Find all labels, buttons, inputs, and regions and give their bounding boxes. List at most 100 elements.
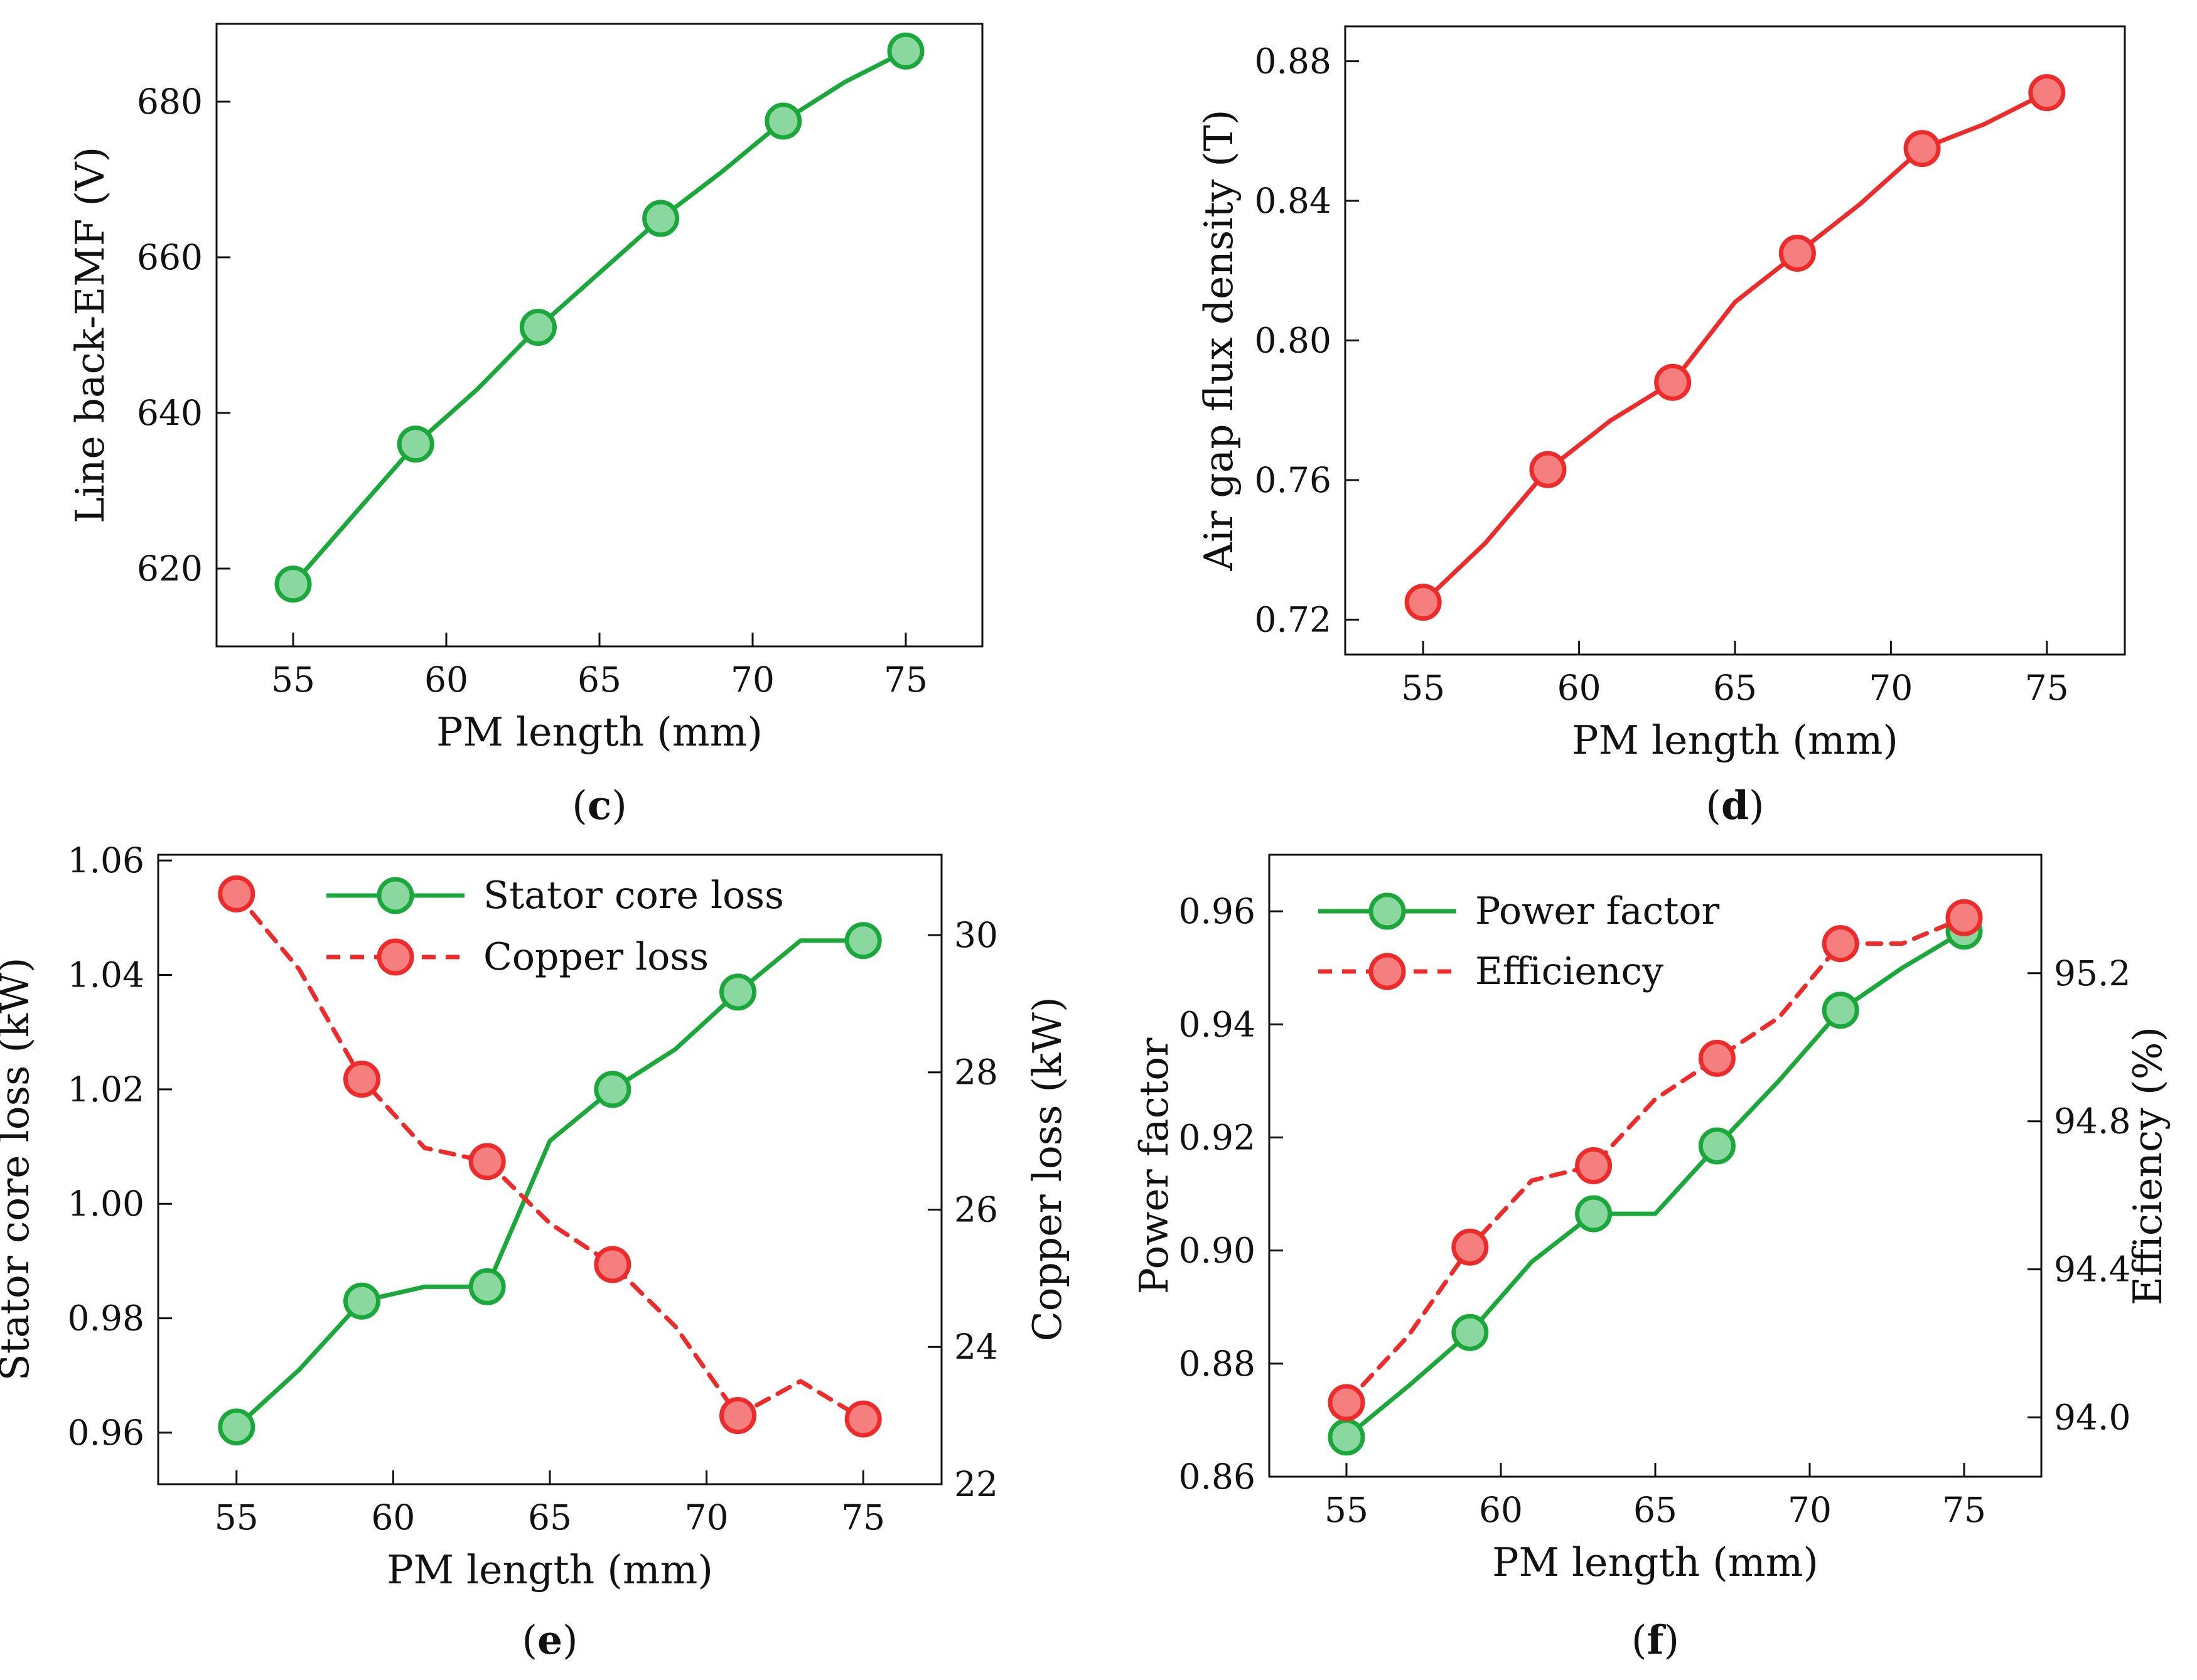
y-tick-label: 0.90 xyxy=(1179,1231,1255,1271)
x-tick-label: 70 xyxy=(685,1497,729,1538)
data-point xyxy=(594,1071,631,1108)
data-point xyxy=(765,102,802,140)
legend-label: Stator core loss xyxy=(483,874,784,918)
x-axis-label: PM length (mm) xyxy=(387,1547,713,1593)
caption-letter: f xyxy=(1646,1617,1666,1663)
data-point xyxy=(1404,584,1442,621)
y-right-tick-label: 94.8 xyxy=(2054,1101,2130,1142)
y-tick-label: 0.96 xyxy=(68,1413,144,1453)
x-tick-label: 60 xyxy=(1557,668,1601,708)
x-tick-label: 70 xyxy=(1869,668,1913,708)
panel-caption: (f) xyxy=(1631,1617,1679,1663)
x-axis-label: PM length (mm) xyxy=(1572,717,1898,763)
data-point xyxy=(1822,925,1859,963)
y-tick-label: 620 xyxy=(137,548,203,589)
legend-marker xyxy=(1368,892,1406,930)
plot-frame xyxy=(215,23,984,648)
x-tick-label: 60 xyxy=(1479,1490,1523,1530)
legend: Power factor Efficiency xyxy=(1318,889,1719,993)
chart-panel-f: 55 60 65 70 75 0.86 0.88 0.90 0.92 0.94 0.96 94.0 94… xyxy=(1131,853,2171,1663)
y-axis-label: Stator core loss (kW) xyxy=(0,958,38,1381)
data-point xyxy=(1575,1195,1613,1233)
x-tick-label: 65 xyxy=(528,1497,572,1538)
data-point xyxy=(594,1246,631,1283)
data-point xyxy=(1654,363,1692,401)
caption-open: ( xyxy=(1631,1617,1647,1663)
caption-close: ) xyxy=(562,1617,578,1663)
y-tick-label: 0.76 xyxy=(1255,460,1331,500)
data-point xyxy=(468,1268,506,1305)
caption-close: ) xyxy=(611,783,627,828)
y-right-axis-label: Copper loss (kW) xyxy=(1024,997,1070,1341)
data-point xyxy=(218,1408,255,1446)
data-point xyxy=(218,875,255,912)
caption-open: ( xyxy=(572,783,588,828)
series-line-stator-core-loss xyxy=(234,938,866,1430)
x-tick-label: 65 xyxy=(577,660,621,700)
series-line-copper-loss xyxy=(234,891,866,1421)
y-tick-label: 660 xyxy=(137,237,203,277)
caption-close: ) xyxy=(1664,1617,1680,1663)
caption-open: ( xyxy=(1705,783,1721,828)
series-line-air-gap-flux-density xyxy=(1421,90,2049,605)
data-point xyxy=(1451,1228,1489,1266)
x-tick-label: 75 xyxy=(2025,668,2069,708)
data-point xyxy=(1698,1039,1736,1077)
data-point xyxy=(1778,234,1816,272)
data-point xyxy=(343,1061,380,1098)
y-tick-label: 680 xyxy=(137,82,203,122)
legend-marker xyxy=(377,938,414,976)
data-point xyxy=(1529,451,1567,488)
plot-frame xyxy=(1344,25,2126,656)
y-right-tick-label: 30 xyxy=(954,915,998,955)
data-point xyxy=(1328,1418,1365,1456)
y-tick-label: 0.84 xyxy=(1255,181,1331,221)
y-right-tick-label: 94.0 xyxy=(2054,1398,2130,1438)
data-point xyxy=(1822,992,1859,1029)
data-point xyxy=(719,973,757,1011)
panel-caption: (e) xyxy=(522,1617,577,1663)
y-tick-label: 1.04 xyxy=(68,955,144,995)
caption-letter: c xyxy=(588,782,611,828)
data-point xyxy=(642,200,680,237)
legend-label: Power factor xyxy=(1475,889,1719,933)
chart-panel-c: 55 60 65 70 75 620 640 660 680 PM length (mm) Line… xyxy=(67,23,984,828)
data-point xyxy=(844,1400,882,1438)
x-tick-label: 65 xyxy=(1713,668,1757,708)
data-point xyxy=(719,1397,757,1435)
y-axis-label: Line back-EMF (V) xyxy=(67,147,113,523)
x-tick-label: 75 xyxy=(1942,1490,1986,1530)
x-tick-label: 75 xyxy=(841,1497,885,1538)
y-tick-label: 0.98 xyxy=(68,1298,144,1339)
data-point xyxy=(1698,1127,1736,1165)
data-point xyxy=(1451,1314,1489,1351)
data-point xyxy=(1903,130,1941,168)
y-right-tick-label: 24 xyxy=(954,1327,998,1367)
legend-label: Copper loss xyxy=(483,935,709,979)
data-point xyxy=(468,1143,506,1180)
plot-frame xyxy=(1268,853,2043,1478)
x-axis-label: PM length (mm) xyxy=(1492,1539,1818,1585)
data-point xyxy=(397,425,434,463)
y-tick-label: 1.02 xyxy=(68,1069,144,1110)
caption-letter: e xyxy=(537,1617,562,1663)
y-right-tick-label: 22 xyxy=(954,1464,998,1504)
x-tick-label: 55 xyxy=(1324,1490,1368,1530)
x-tick-label: 55 xyxy=(215,1497,259,1538)
data-point xyxy=(519,309,557,346)
data-point xyxy=(343,1282,380,1320)
data-point xyxy=(1328,1384,1365,1421)
legend-label: Efficiency xyxy=(1475,950,1663,993)
y-tick-label: 1.06 xyxy=(68,840,144,880)
x-tick-label: 55 xyxy=(271,660,315,700)
chart-panel-d: 55 60 65 70 75 0.72 0.76 0.80 0.84 0.88 PM length … xyxy=(1196,25,2126,828)
x-tick-label: 60 xyxy=(371,1497,415,1538)
y-right-tick-label: 28 xyxy=(954,1052,998,1093)
y-axis-label: Power factor xyxy=(1131,1037,1177,1295)
x-tick-label: 70 xyxy=(1788,1490,1832,1530)
y-tick-label: 0.94 xyxy=(1179,1004,1255,1044)
legend: Stator core loss Copper loss xyxy=(326,874,784,979)
panel-caption: (d) xyxy=(1705,782,1764,828)
y-right-tick-label: 26 xyxy=(954,1189,998,1229)
